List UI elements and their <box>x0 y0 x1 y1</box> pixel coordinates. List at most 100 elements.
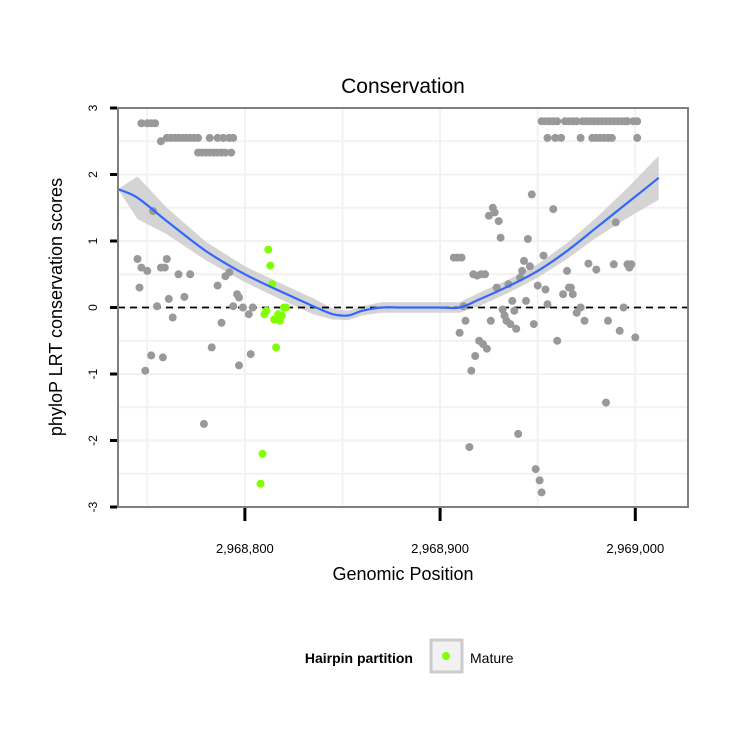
data-point-other <box>533 281 542 290</box>
data-point-other <box>563 266 571 275</box>
data-point-other <box>604 316 612 325</box>
data-point-other <box>221 148 230 157</box>
data-point-other <box>467 366 476 375</box>
data-point-other <box>611 218 620 227</box>
legend: Hairpin partition Mature <box>305 638 514 674</box>
y-axis-label: phyloP LRT conservation scores <box>46 178 66 436</box>
data-point-other <box>137 119 146 128</box>
y-tick-label: -1 <box>86 368 100 379</box>
data-point-other <box>225 268 234 277</box>
data-point-other <box>496 233 505 242</box>
data-point-other <box>213 281 222 290</box>
data-point-other <box>457 253 466 262</box>
data-point-other <box>572 117 581 126</box>
data-point-other <box>592 265 601 274</box>
chart-title: Conservation <box>341 75 465 98</box>
data-point-other <box>455 328 464 337</box>
data-point-other <box>529 320 538 329</box>
data-point-other <box>246 350 255 359</box>
data-point-other <box>484 211 493 220</box>
data-point-other <box>219 133 228 142</box>
data-point-other <box>535 476 544 485</box>
data-point-other <box>633 133 642 142</box>
data-point-other <box>141 366 150 375</box>
data-point-other <box>508 296 517 305</box>
data-point-other <box>207 343 216 352</box>
x-axis-label: Genomic Position <box>332 564 473 584</box>
data-point-other <box>553 117 562 126</box>
data-point-other <box>557 133 566 142</box>
data-point-other <box>158 353 167 362</box>
data-point-other <box>248 303 257 312</box>
data-point-other <box>135 283 144 292</box>
data-point-other <box>160 263 169 272</box>
data-point-other <box>619 303 628 312</box>
points-layer <box>133 117 642 497</box>
data-point-other <box>494 217 503 226</box>
data-point-other <box>615 326 624 335</box>
y-tick-label: -3 <box>86 501 100 512</box>
data-point-other <box>151 119 160 128</box>
data-point-other <box>229 302 238 311</box>
data-point-other <box>512 324 521 333</box>
data-point-other <box>465 443 474 452</box>
data-point-mature <box>281 303 290 312</box>
data-point-other <box>143 266 152 275</box>
data-point-other <box>490 208 499 217</box>
data-point-other <box>506 320 515 329</box>
legend-label-mature: Mature <box>470 650 514 666</box>
data-point-other <box>609 260 618 269</box>
data-point-mature <box>278 311 286 320</box>
data-point-other <box>229 133 238 142</box>
data-point-other <box>156 137 165 146</box>
data-point-other <box>525 262 534 271</box>
data-point-other <box>522 296 530 305</box>
data-point-other <box>147 351 156 360</box>
data-point-other <box>194 133 202 142</box>
panel-border <box>117 107 689 508</box>
y-tick-label: 2 <box>86 171 100 178</box>
data-point-other <box>580 316 589 325</box>
data-point-other <box>549 205 558 214</box>
data-point-other <box>541 285 550 294</box>
data-point-other <box>186 270 195 279</box>
data-point-other <box>576 133 585 142</box>
y-tick-label: 0 <box>86 304 100 311</box>
data-point-other <box>520 256 528 265</box>
legend-key-box <box>429 638 464 674</box>
legend-title: Hairpin partition <box>305 650 413 666</box>
data-point-other <box>510 306 519 315</box>
data-point-other <box>217 318 226 327</box>
data-point-other <box>164 294 173 303</box>
data-point-other <box>568 290 577 299</box>
legend-key-mature <box>442 652 450 660</box>
data-point-other <box>633 117 642 126</box>
data-point-other <box>482 344 491 353</box>
x-tick-label: 2,968,900 <box>411 541 469 556</box>
data-point-other <box>180 292 189 301</box>
data-point-other <box>623 117 632 126</box>
data-point-other <box>527 190 536 199</box>
data-point-other <box>471 352 480 360</box>
y-tick-label: -2 <box>86 435 100 446</box>
data-point-other <box>244 310 253 319</box>
data-point-other <box>235 361 243 370</box>
x-tick-label: 2,969,000 <box>606 541 664 556</box>
data-point-other <box>481 270 489 279</box>
data-point-other <box>238 303 247 312</box>
data-point-other <box>531 465 540 474</box>
data-point-mature <box>258 449 267 458</box>
data-point-other <box>543 133 552 142</box>
data-point-other <box>539 251 548 260</box>
data-point-other <box>518 266 527 275</box>
data-point-other <box>543 300 552 309</box>
data-point-other <box>162 255 171 263</box>
data-point-other <box>461 316 470 325</box>
data-point-other <box>523 235 532 243</box>
data-point-other <box>235 293 243 302</box>
data-point-other <box>631 333 640 342</box>
data-point-other <box>486 316 495 325</box>
data-point-other <box>551 133 560 142</box>
data-point-other <box>602 398 610 407</box>
data-point-other <box>199 419 208 428</box>
